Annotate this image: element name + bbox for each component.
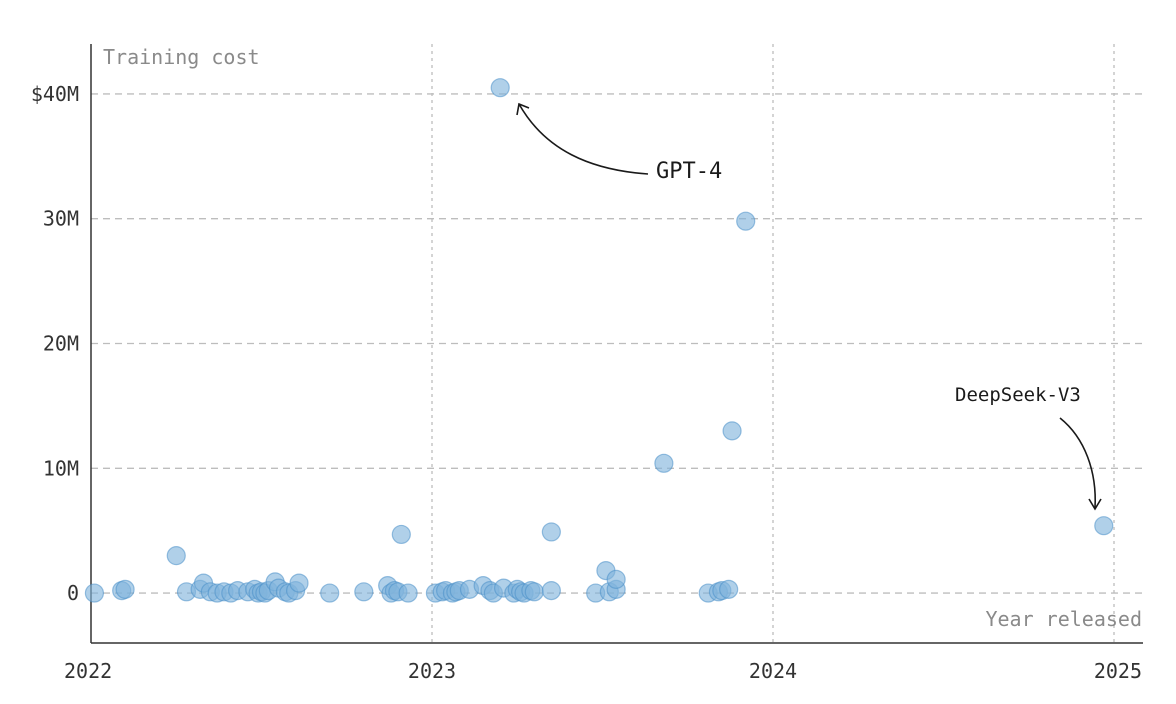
annotation-deepseek-arrow [1059, 417, 1096, 509]
data-point [320, 583, 340, 603]
annotation-deepseek-label: DeepSeek-V3 [955, 384, 1081, 406]
data-point [524, 582, 544, 602]
data-point [398, 583, 418, 603]
axes [90, 44, 1143, 644]
data-point [654, 453, 674, 473]
y-tick-label: 0 [67, 581, 79, 605]
annotation-gpt4-arrow [518, 103, 649, 175]
annotation-deepseek-arrowhead [1088, 498, 1102, 511]
x-axis-title: Year released [985, 607, 1142, 631]
x-tick-label: 2022 [64, 659, 112, 683]
x-tick-label: 2023 [408, 659, 456, 683]
data-point [736, 211, 756, 231]
data-points [84, 78, 1114, 603]
data-point [354, 582, 374, 602]
y-tick-label: 20M [43, 332, 79, 356]
x-tick-labels: 2022 2023 2024 2025 [64, 659, 1142, 683]
y-axis-title: Training cost [103, 45, 260, 69]
data-point [722, 421, 742, 441]
data-point [115, 579, 135, 599]
x-tick-label: 2024 [749, 659, 797, 683]
data-point [490, 78, 510, 98]
data-point [1094, 516, 1114, 536]
annotation-deepseek: DeepSeek-V3 [955, 384, 1102, 511]
data-point [84, 583, 105, 603]
x-tick-label: 2025 [1094, 659, 1142, 683]
annotation-gpt4-arrowhead [516, 102, 530, 116]
y-tick-label: 30M [43, 207, 79, 231]
y-tick-labels: 0 10M 20M 30M $40M [31, 82, 79, 605]
grid-lines [91, 44, 1143, 643]
data-point [541, 522, 561, 542]
y-tick-label: $40M [31, 82, 79, 106]
data-point [289, 573, 309, 593]
data-point [391, 524, 411, 545]
data-point [541, 580, 561, 601]
data-point [719, 579, 739, 599]
y-tick-label: 10M [43, 456, 79, 480]
annotation-gpt4: GPT-4 [516, 102, 722, 184]
annotation-gpt4-label: GPT-4 [656, 159, 722, 184]
data-point [166, 546, 186, 566]
data-point [606, 569, 626, 589]
